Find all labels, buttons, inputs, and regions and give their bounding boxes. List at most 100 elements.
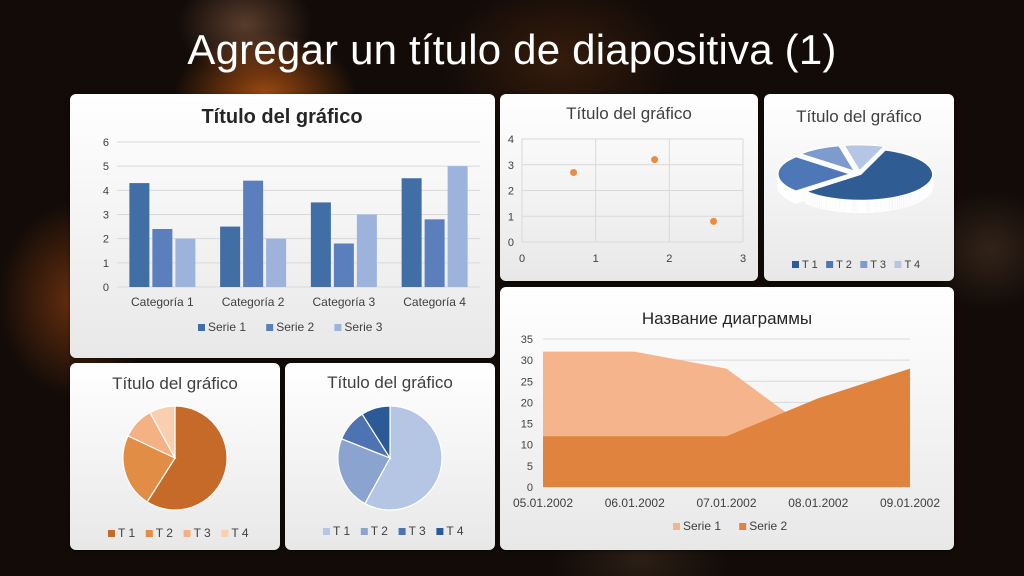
chart-svg: Título del gráfico T 1 T 2 T 3 T 4 (323, 373, 464, 538)
pie-slice (804, 149, 934, 202)
legend-label: T 3 (409, 524, 426, 538)
y-tick-label: 0 (527, 482, 533, 494)
legend-label: T 1 (118, 526, 135, 540)
x-tick-label: 0 (519, 253, 525, 265)
x-tick-label: 05.01.2002 (513, 496, 573, 510)
y-tick-label: 10 (521, 440, 533, 452)
x-tick-label: 3 (740, 253, 746, 265)
scatter-point (710, 217, 718, 225)
chart-svg: Título del gráfico T 1 T 2 T 3 T 4 (108, 374, 249, 540)
x-tick-label: Categoría 3 (313, 295, 376, 309)
bar (243, 180, 264, 287)
chart-title: Título del gráfico (566, 104, 692, 123)
pie-slice (843, 144, 886, 172)
y-tick-label: 5 (103, 161, 109, 173)
x-tick-label: 07.01.2002 (696, 496, 756, 510)
bar (129, 183, 150, 287)
pie-slice (798, 145, 856, 173)
y-tick-label: 2 (103, 234, 109, 246)
pie-slice (777, 156, 852, 192)
legend-label: Serie 2 (749, 519, 787, 533)
bar (152, 229, 173, 287)
pie-slice (364, 405, 443, 511)
legend-label: T 2 (836, 259, 852, 271)
legend-label: Serie 1 (208, 320, 246, 334)
legend-swatch (108, 530, 115, 537)
y-tick-label: 6 (103, 137, 109, 149)
bar (356, 214, 377, 287)
legend-swatch (183, 530, 191, 537)
chart-title: Título del gráfico (327, 373, 453, 392)
y-tick-label: 5 (527, 461, 533, 473)
legend-label: T 4 (231, 526, 248, 540)
legend-swatch (398, 528, 406, 535)
y-tick-label: 0 (103, 282, 109, 294)
legend-label: T 1 (333, 524, 350, 538)
area-series (543, 368, 910, 487)
legend-swatch (221, 530, 229, 537)
bar (310, 202, 331, 287)
chart-title: Название диаграммы (642, 309, 812, 328)
bar (333, 243, 354, 287)
pie-slice (337, 438, 391, 505)
bar (266, 238, 287, 287)
legend-swatch (860, 261, 868, 268)
y-tick-label: 1 (103, 258, 109, 270)
x-tick-label: 2 (666, 253, 672, 265)
chart-title: Título del gráfico (796, 107, 922, 126)
legend-swatch (323, 528, 330, 535)
scatter-point (651, 156, 659, 164)
y-tick-label: 15 (521, 419, 533, 431)
legend-label: T 4 (904, 259, 920, 271)
area-chart-panel[interactable]: Название диаграммы 0 5 10 15 20 25 30 35 05.01.20… (500, 287, 954, 550)
legend-label: Serie 2 (276, 320, 314, 334)
y-tick-label: 2 (508, 186, 514, 198)
legend-swatch (826, 261, 834, 268)
legend-swatch (792, 261, 799, 268)
legend-swatch (894, 261, 902, 268)
legend-label: Serie 3 (344, 320, 382, 334)
x-tick-label: 06.01.2002 (605, 496, 665, 510)
orange-pie-chart-panel[interactable]: Título del gráfico T 1 T 2 T 3 T 4 (70, 363, 280, 550)
legend-label: T 2 (156, 526, 173, 540)
legend-swatch (145, 530, 153, 537)
legend-swatch (198, 324, 205, 331)
blue-pie-chart-panel[interactable]: Título del gráfico T 1 T 2 T 3 T 4 (285, 363, 495, 550)
bar (220, 226, 241, 287)
legend-swatch (266, 324, 274, 331)
legend-label: Serie 1 (683, 519, 721, 533)
x-tick-label: Categoría 4 (403, 295, 466, 309)
y-tick-label: 0 (508, 237, 514, 249)
scatter-chart-panel[interactable]: Título del gráfico 0 1 2 3 4 0 1 2 3 (500, 94, 758, 281)
pie-slice (146, 405, 228, 511)
slide-title: Agregar un título de diapositiva (1) (187, 26, 837, 73)
scatter-point (570, 168, 578, 176)
y-tick-label: 35 (521, 334, 533, 346)
bar-chart-panel[interactable]: Título del gráfico 0 1 2 3 4 5 6 Categoría 1 Cate… (70, 94, 495, 358)
chart-svg: Título del gráfico 0 1 2 3 4 5 6 Categoría 1 Cate… (103, 106, 480, 334)
bar (424, 219, 445, 287)
bar (175, 238, 196, 287)
legend-swatch (739, 523, 747, 530)
legend-label: T 3 (194, 526, 211, 540)
pie-slice (149, 405, 176, 459)
y-tick-label: 20 (521, 397, 533, 409)
chart-svg: Título del gráfico 0 1 2 3 4 0 1 2 3 (508, 104, 746, 265)
y-tick-label: 25 (521, 376, 533, 388)
pie-3d-chart-panel[interactable]: Título del gráfico T 1 T 2 T 3 T 4 (764, 94, 954, 281)
x-tick-label: Categoría 1 (131, 295, 194, 309)
bar (447, 166, 468, 287)
x-tick-label: 1 (593, 253, 599, 265)
legend-swatch (673, 523, 680, 530)
x-tick-label: 08.01.2002 (788, 496, 848, 510)
legend-swatch (360, 528, 368, 535)
y-tick-label: 1 (508, 211, 514, 223)
y-tick-label: 3 (508, 160, 514, 172)
legend-swatch (334, 324, 342, 331)
y-tick-label: 4 (508, 134, 514, 146)
pie-slice (361, 405, 391, 461)
legend-label: T 4 (446, 524, 463, 538)
y-tick-label: 4 (103, 185, 109, 197)
chart-title: Título del gráfico (112, 374, 238, 393)
x-tick-label: 09.01.2002 (880, 496, 940, 510)
